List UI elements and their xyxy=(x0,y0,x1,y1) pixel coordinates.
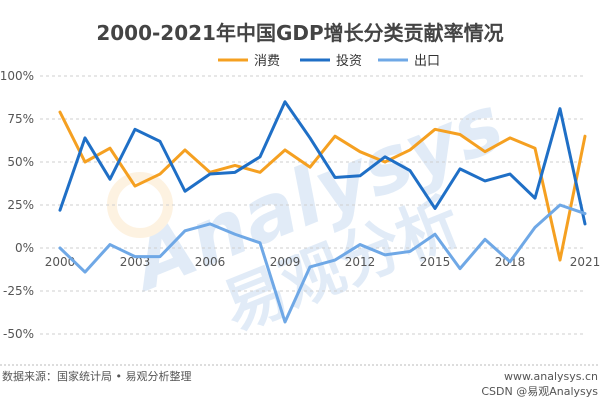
x-tick-label: 2006 xyxy=(195,255,226,269)
footer-credit: CSDN @易观Analysys xyxy=(481,385,598,398)
legend-label: 消费 xyxy=(254,54,280,69)
x-tick-label: 2021 xyxy=(570,255,600,269)
legend: 消费 投资 出口 xyxy=(218,53,440,69)
series-line-2 xyxy=(58,203,587,324)
x-tick-label: 2009 xyxy=(270,255,301,269)
data-source: 数据来源：国家统计局 • 易观分析整理 xyxy=(2,369,191,383)
series-line-0 xyxy=(58,110,587,262)
x-tick-label: 2012 xyxy=(345,255,376,269)
legend-label: 投资 xyxy=(336,53,362,69)
y-tick-label: 50% xyxy=(7,155,34,169)
y-tick-label: -25% xyxy=(3,284,34,298)
x-tick-label: 2015 xyxy=(420,255,451,269)
chart-title: 2000-2021年中国GDP增长分类贡献率情况 xyxy=(96,21,503,45)
y-tick-label: 100% xyxy=(0,69,34,83)
legend-label: 出口 xyxy=(414,54,440,69)
y-tick-label: 75% xyxy=(7,112,34,126)
x-tick-label: 2000 xyxy=(45,255,76,269)
series-layer xyxy=(58,100,587,324)
y-tick-label: 0% xyxy=(15,241,34,255)
y-axis-ticks: 100% 75% 50% 25% 0% -25% -50% xyxy=(0,69,34,341)
series-line-1 xyxy=(58,100,587,226)
y-tick-label: -50% xyxy=(3,327,34,341)
y-tick-label: 25% xyxy=(7,198,34,212)
watermark-url: www.analysys.cn xyxy=(504,370,598,383)
x-axis-ticks: 2000 2003 2006 2009 2012 2015 2018 2021 xyxy=(45,255,600,269)
x-tick-label: 2003 xyxy=(120,255,151,269)
